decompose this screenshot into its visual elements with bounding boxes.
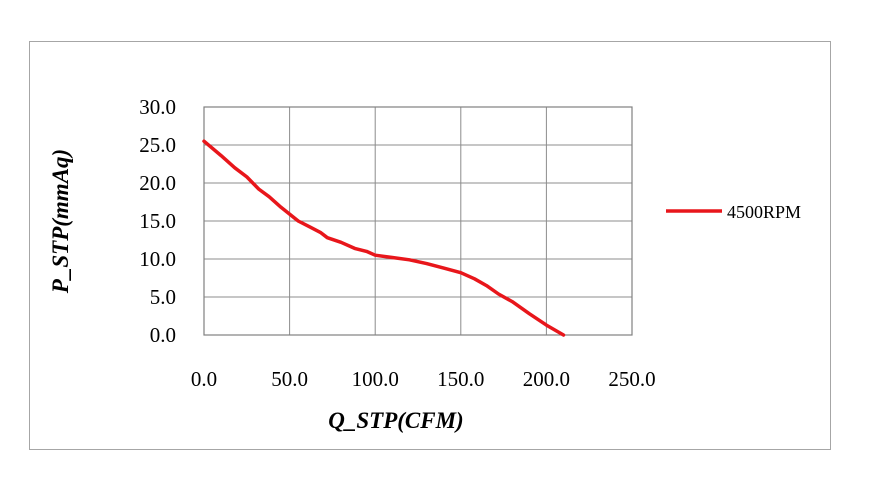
y-tick-label: 25.0 [139,133,176,157]
series-layer [202,139,566,337]
x-tick-label: 200.0 [523,367,570,391]
x-tick-label: 0.0 [191,367,217,391]
plot-area-border [203,106,633,336]
y-axis-title: P_STP(mmAq) [48,149,73,294]
x-tick-label: 100.0 [352,367,399,391]
grid-lines [203,106,633,336]
y-tick-label: 10.0 [139,247,176,271]
y-tick-label: 30.0 [139,95,176,119]
tick-labels: 0.0 50.0 100.0 150.0 200.0 250.0 0.0 5.0 10.0 15.… [139,95,655,391]
y-tick-label: 20.0 [139,171,176,195]
legend: 4500RPM [666,202,801,222]
y-tick-label: 0.0 [150,323,176,347]
series-line-4500rpm [202,139,566,337]
x-tick-label: 150.0 [437,367,484,391]
chart-frame [29,41,831,450]
y-tick-label: 15.0 [139,209,176,233]
legend-label-4500rpm: 4500RPM [727,202,801,222]
y-tick-label: 5.0 [150,285,176,309]
x-axis-title: Q_STP(CFM) [328,408,463,433]
x-tick-label: 250.0 [608,367,655,391]
x-tick-label: 50.0 [271,367,308,391]
